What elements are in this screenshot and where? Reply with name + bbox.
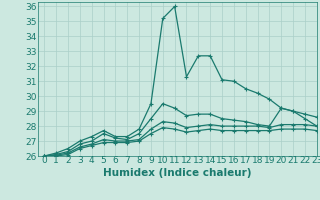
X-axis label: Humidex (Indice chaleur): Humidex (Indice chaleur)	[103, 168, 252, 178]
